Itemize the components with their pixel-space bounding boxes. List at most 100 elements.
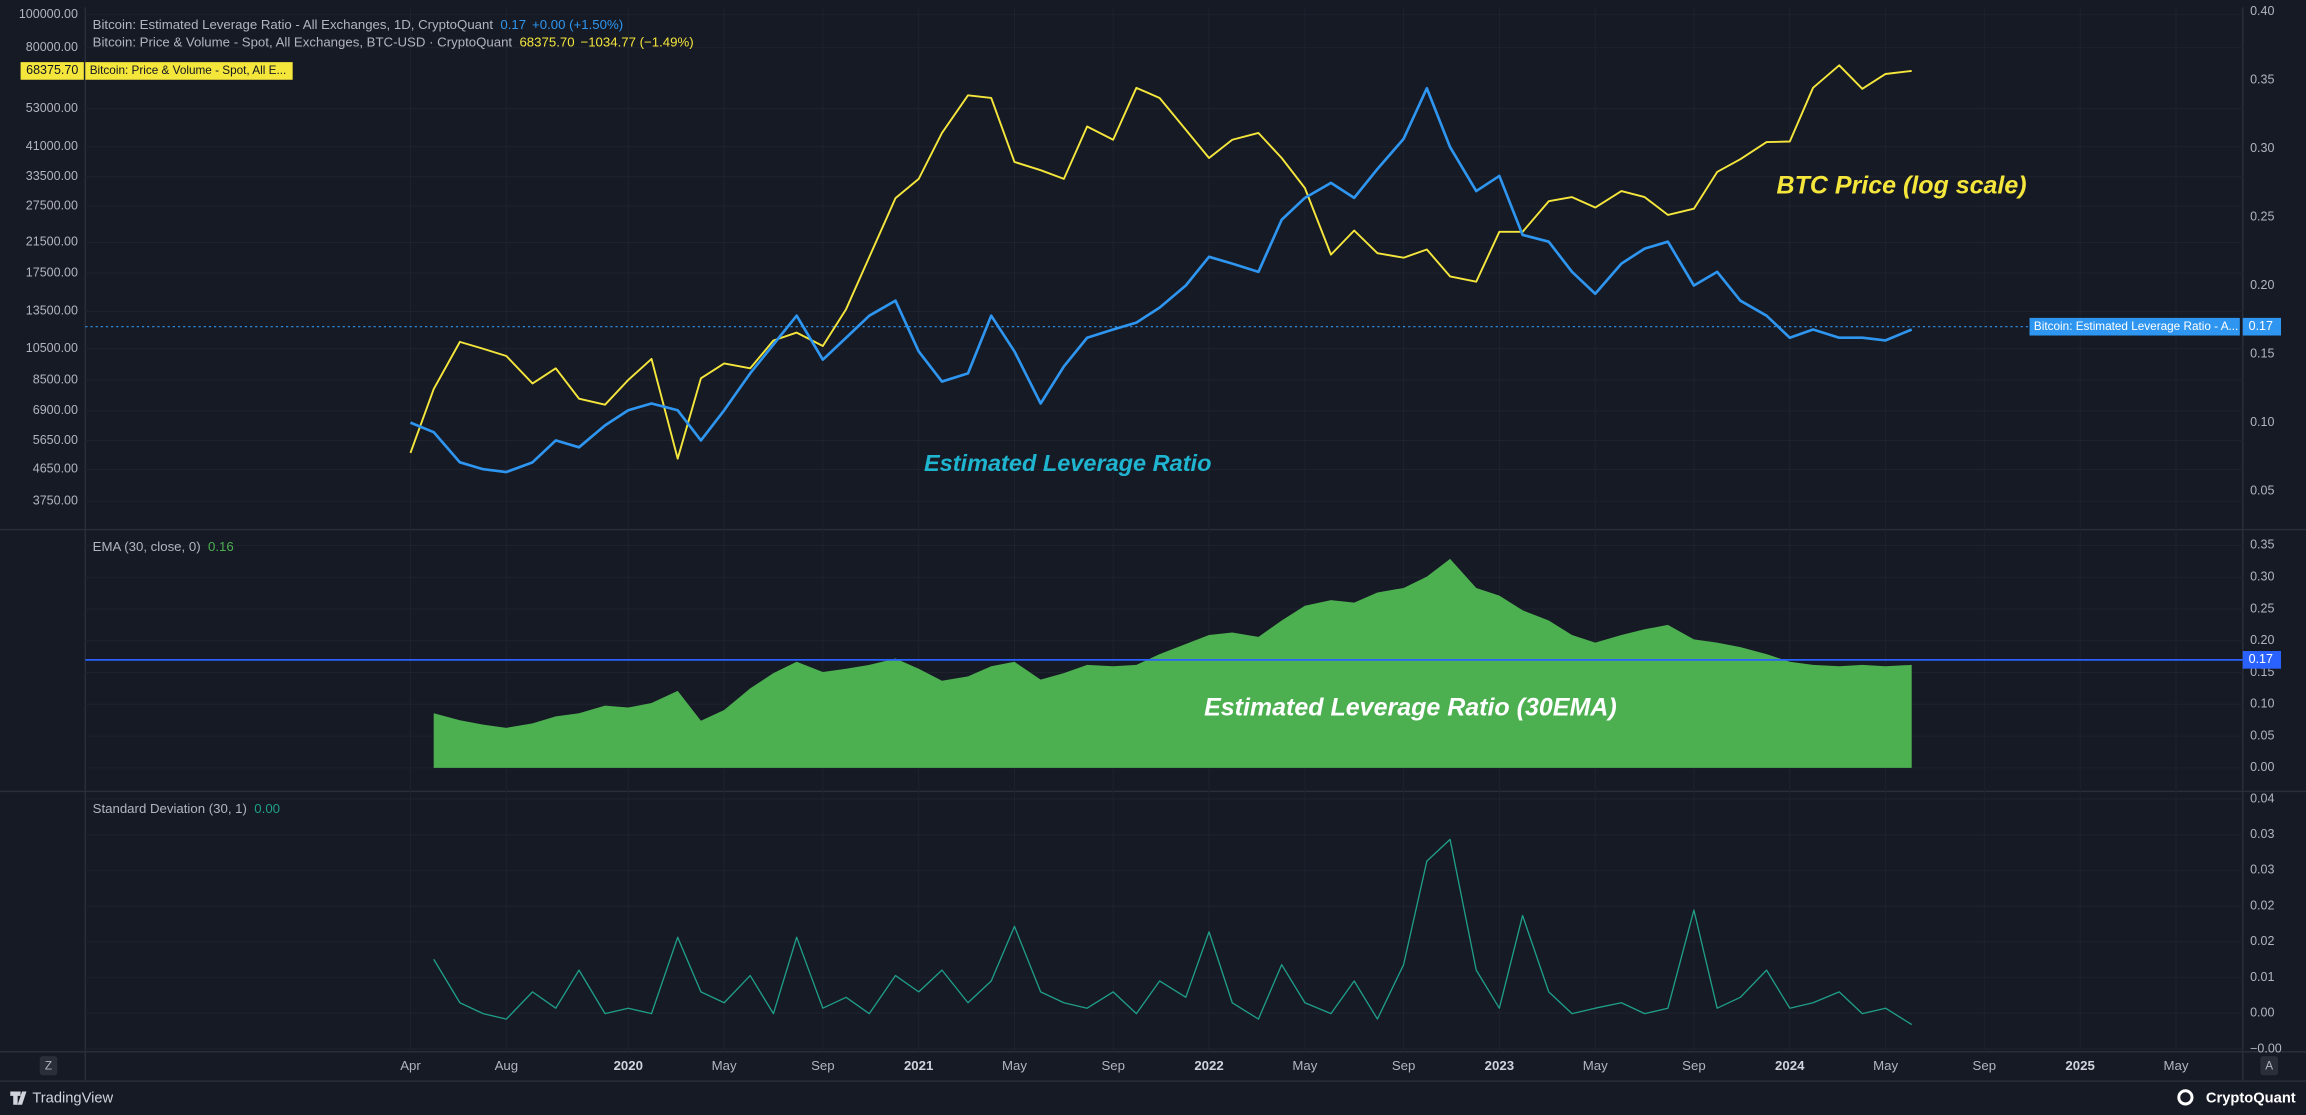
series-line [409,86,1913,474]
series-line [409,64,1912,460]
x-tick-label: 2022 [1194,1058,1223,1073]
y-tick-label: 27500.00 [26,198,78,212]
y-tick-label: 0.20 [2250,633,2274,647]
x-tick-label: May [1292,1058,1317,1073]
x-tick-label: Sep [811,1058,835,1073]
x-tick-label: May [712,1058,737,1073]
legend-name: Bitcoin: Estimated Leverage Ratio - All … [93,17,494,32]
legend-value: 0.00 [254,801,280,816]
legend-name: EMA (30, close, 0) [93,539,201,554]
y-tick-label: 53000.00 [26,101,78,115]
y-tick-label: 100000.00 [19,7,78,21]
last-value-badge [2242,317,2281,336]
legend-change: −1034.77 (−1.49%) [580,34,693,49]
x-tick-label: 2023 [1485,1058,1514,1073]
annotation: Estimated Leverage Ratio [924,450,1211,476]
reference-badge [2242,651,2281,669]
y2-tick-label: 0.30 [2250,141,2274,155]
x-tick-label: May [1873,1058,1898,1073]
auto-button[interactable]: A [2265,1060,2273,1073]
cryptoquant-logo [2177,1089,2194,1106]
overlay: Apr Aug 2020 May Sep 2021 May Sep 2022 May Sep 2023… [19,4,2282,1073]
button-bg [2260,1056,2279,1076]
y-tick-label: 8500.00 [33,372,78,386]
x-tick-label: 2024 [1775,1058,1805,1073]
x-tick-label: Sep [1682,1058,1706,1073]
y-tick-label: 0.35 [2250,538,2274,552]
legend-entry: Standard Deviation (30, 1) 0.00 [93,801,280,816]
legend-value: 0.16 [208,539,234,554]
x-tick-label: Sep [1101,1058,1125,1073]
y-tick-label: 17500.00 [26,265,78,279]
last-value-label: 68375.70 [26,63,78,77]
tradingview-logo [10,1091,27,1105]
y2-tick-label: 0.35 [2250,72,2274,86]
x-tick-label: May [1583,1058,1608,1073]
legend-value: 68375.70 [519,34,574,49]
legend-change: +0.00 (+1.50%) [532,17,623,32]
annotation: Estimated Leverage Ratio (30EMA) [1204,694,1617,722]
y2-tick-label: 0.40 [2250,4,2274,18]
scale-button[interactable]: Z [45,1060,52,1073]
y2-tick-label: 0.25 [2250,209,2274,223]
y-tick-label: 0.25 [2250,601,2274,615]
y-tick-label: 0.02 [2250,934,2274,948]
y-tick-label: 6900.00 [33,403,78,417]
legend-name: Bitcoin: Price & Volume - Spot, All Exch… [93,34,513,49]
x-tick-label: 2020 [614,1058,643,1073]
y-tick-label: 80000.00 [26,40,78,54]
series-tag-bg [2029,317,2240,336]
series-line [433,838,1913,1026]
reference-label: 0.17 [2249,652,2273,666]
legend-name: Standard Deviation (30, 1) [93,801,247,816]
x-tick-label: Sep [1973,1058,1997,1073]
footer-source: CryptoQuant [2206,1091,2296,1107]
series-tag: Bitcoin: Price & Volume - Spot, All E... [90,64,287,77]
y2-tick-label: 0.05 [2250,483,2274,497]
y-tick-label: 3750.00 [33,494,78,508]
y-tick-label: 4650.00 [33,462,78,476]
y-tick-label: 0.04 [2250,791,2274,805]
x-tick-label: 2025 [2065,1058,2094,1073]
y-tick-label: −0.00 [2250,1041,2282,1055]
y-tick-label: 0.05 [2250,728,2274,742]
legend-entry: Bitcoin: Price & Volume - Spot, All Exch… [93,34,694,49]
y2-tick-label: 0.10 [2250,415,2274,429]
y2-tick-label: 0.15 [2250,346,2274,360]
y-tick-label: 0.00 [2250,1005,2274,1019]
x-tick-label: Apr [400,1058,421,1073]
y-tick-label: 0.03 [2250,827,2274,841]
y-tick-label: 0.03 [2250,863,2274,877]
y-tick-label: 0.00 [2250,760,2274,774]
y-tick-label: 10500.00 [26,341,78,355]
annotation: BTC Price (log scale) [1777,171,2027,199]
y-tick-label: 21500.00 [26,235,78,249]
button-bg [39,1056,58,1076]
x-tick-label: May [2163,1058,2188,1073]
series-tag-bg [85,62,293,80]
plot [409,64,1913,1026]
y2-tick-label: 0.20 [2250,278,2274,292]
legend-value: 0.17 [500,17,526,32]
series-tag: Bitcoin: Estimated Leverage Ratio - A... [2034,320,2238,333]
last-value-badge [20,62,84,80]
y-tick-label: 0.02 [2250,899,2274,913]
legend-entry: Bitcoin: Estimated Leverage Ratio - All … [93,17,623,32]
y-tick-label: 0.30 [2250,570,2274,584]
legend-entry: EMA (30, close, 0) 0.16 [93,539,234,554]
last-value-label: 0.17 [2249,319,2273,333]
y-tick-label: 41000.00 [26,139,78,153]
y-tick-label: 0.01 [2250,970,2274,984]
footer-brand: TradingView [32,1091,113,1107]
x-tick-label: Aug [495,1058,519,1073]
y-tick-label: 33500.00 [26,169,78,183]
y-tick-label: 5650.00 [33,433,78,447]
x-tick-label: 2021 [904,1058,933,1073]
x-tick-label: Sep [1392,1058,1416,1073]
series-area [433,558,1912,768]
y-tick-label: 0.10 [2250,697,2274,711]
x-tick-label: May [1002,1058,1027,1073]
